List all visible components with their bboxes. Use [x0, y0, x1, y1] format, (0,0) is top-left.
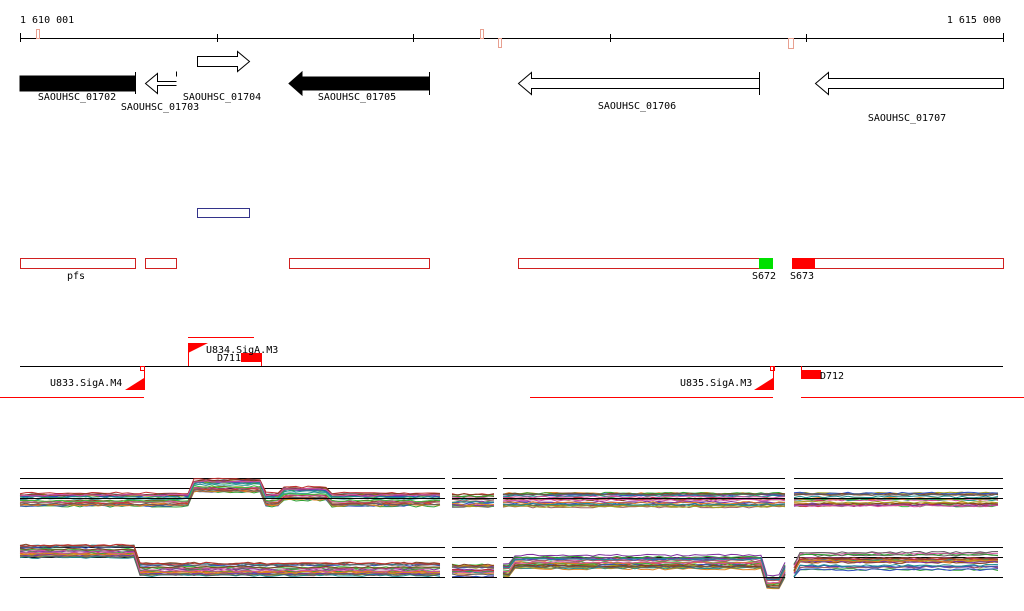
trace	[502, 495, 786, 499]
trace	[19, 481, 441, 499]
trace	[793, 559, 999, 573]
trace	[19, 477, 441, 495]
trace	[502, 498, 786, 502]
trace	[502, 500, 786, 504]
ruler-start: 1 610 001	[20, 15, 74, 26]
trace	[19, 488, 441, 506]
trace	[19, 479, 441, 497]
trace	[451, 570, 495, 573]
trace	[19, 485, 441, 503]
trace	[19, 479, 441, 497]
ruler-end: 1 615 000	[947, 15, 1001, 26]
trace	[451, 500, 495, 504]
feature-green	[759, 258, 773, 269]
trace	[451, 570, 495, 574]
terminator-lines	[0, 337, 1024, 398]
trace	[793, 568, 999, 578]
trace	[502, 561, 786, 585]
gene-label: SAOUHSC_01707	[868, 113, 946, 124]
trace	[451, 563, 495, 567]
trace	[502, 567, 786, 590]
trace	[793, 560, 999, 574]
trace	[19, 551, 441, 573]
trace	[19, 543, 440, 565]
trace	[502, 493, 786, 497]
trace	[451, 568, 495, 572]
gene-label: SAOUHSC_01706	[598, 101, 676, 112]
trace	[19, 478, 441, 496]
trace	[451, 494, 495, 498]
trace	[451, 566, 495, 569]
trace	[793, 493, 999, 497]
trace	[19, 547, 441, 569]
trace	[793, 563, 999, 578]
trace	[451, 503, 495, 506]
trace	[502, 491, 786, 495]
trace	[451, 498, 495, 502]
trace	[793, 502, 999, 506]
gene-label: SAOUHSC_01703	[121, 102, 199, 113]
gene-label: SAOUHSC_01702	[38, 92, 116, 103]
trace	[793, 503, 999, 507]
trace	[502, 505, 786, 509]
terminator-label: D711	[217, 353, 241, 364]
gene-label: SAOUHSC_01704	[183, 92, 261, 103]
terminator-label: U835.SigA.M3	[680, 378, 752, 389]
trace	[793, 504, 999, 508]
trace	[793, 550, 999, 565]
feature-label: S673	[790, 271, 814, 282]
feature-red	[792, 258, 815, 269]
terminator-marks	[125, 343, 821, 390]
trace	[19, 555, 441, 577]
trace	[502, 501, 786, 505]
feature-label: pfs	[67, 271, 85, 282]
expression-traces	[19, 477, 1003, 590]
terminator-label: U834.SigA.M3	[206, 345, 278, 356]
ruler	[20, 33, 1004, 42]
gap-marks	[36, 29, 794, 49]
trace	[793, 492, 999, 496]
trace	[20, 545, 441, 567]
trace	[794, 500, 999, 504]
trace	[793, 564, 999, 578]
blue-feature	[197, 208, 250, 218]
trace	[451, 573, 495, 576]
trace	[502, 557, 786, 581]
trace	[793, 495, 999, 499]
trace	[793, 556, 999, 572]
gene-label: SAOUHSC_01705	[318, 92, 396, 103]
trace	[19, 552, 441, 574]
trace	[451, 575, 495, 578]
trace	[502, 565, 786, 589]
trace	[451, 493, 495, 496]
trace	[793, 561, 999, 571]
gene-arrows	[19, 50, 1004, 97]
trace	[451, 502, 495, 506]
trace	[502, 553, 786, 577]
trace	[19, 489, 441, 507]
trace	[502, 562, 786, 586]
trace	[502, 555, 786, 579]
terminator-label: U833.SigA.M4	[50, 378, 122, 389]
trace	[502, 564, 786, 588]
terminator-label: D712	[820, 371, 844, 382]
trace	[19, 488, 441, 506]
trace	[502, 503, 786, 507]
trace	[502, 565, 786, 589]
feature-label: S672	[752, 271, 776, 282]
